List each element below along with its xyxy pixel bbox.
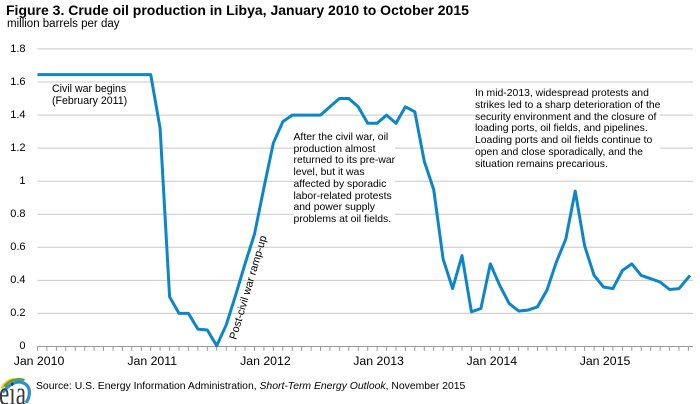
svg-text:eia: eia [0,376,26,404]
